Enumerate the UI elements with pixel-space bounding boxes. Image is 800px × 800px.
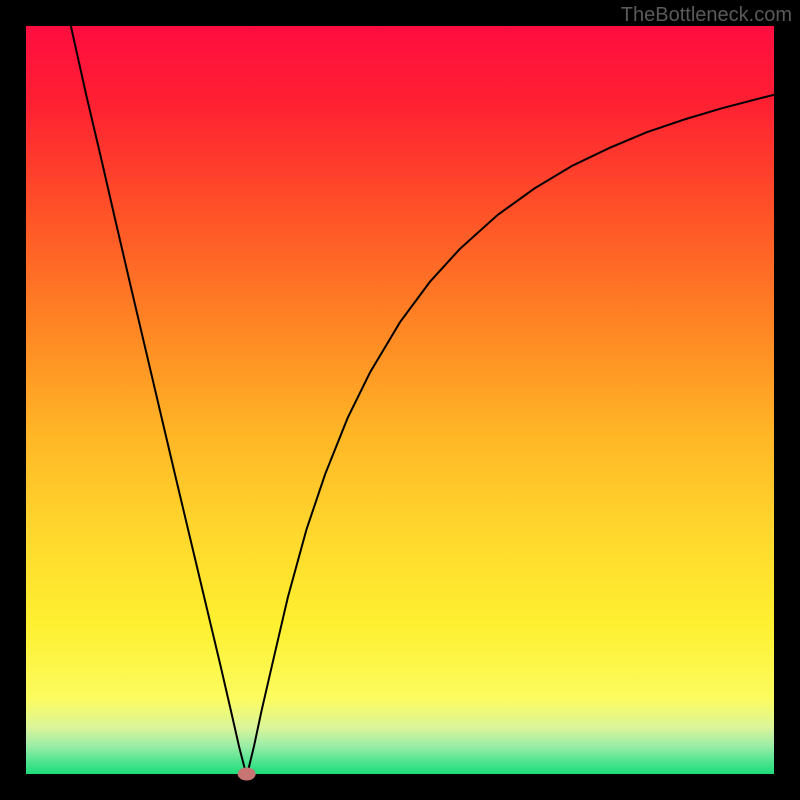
watermark-text: TheBottleneck.com [621, 4, 792, 27]
chart-background [26, 26, 774, 774]
chart-container: TheBottleneck.com [0, 0, 800, 800]
bottleneck-chart [0, 0, 800, 800]
optimum-marker [238, 768, 256, 781]
